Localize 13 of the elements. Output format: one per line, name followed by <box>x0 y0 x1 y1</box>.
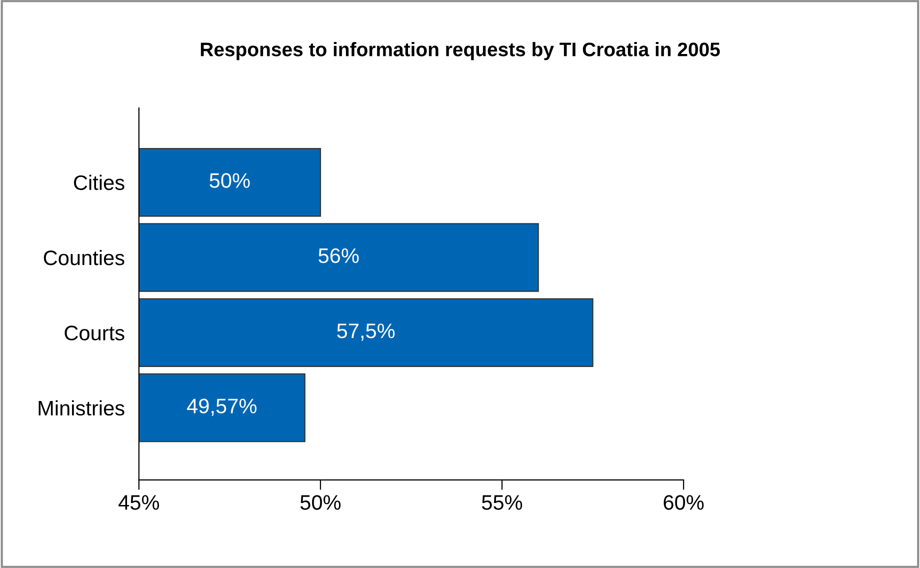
y-tick-label: Counties <box>44 250 124 266</box>
y-tick-label: Courts <box>64 326 124 340</box>
x-tick-label: 50% <box>300 495 341 510</box>
y-tick-label: Ministries <box>38 400 124 416</box>
x-tick-label: 55% <box>482 495 522 510</box>
x-tick-label: 45% <box>118 495 160 510</box>
data-label: 56% <box>318 248 359 264</box>
y-tick-label: Cities <box>74 174 124 190</box>
data-label: 49,57% <box>187 398 256 416</box>
chart-title: Responses to information requests by TI Croatia in 2005 <box>200 42 720 60</box>
x-tick-label: 60% <box>664 495 704 510</box>
data-label: 57,5% <box>337 324 395 341</box>
data-label: 50% <box>210 173 250 188</box>
